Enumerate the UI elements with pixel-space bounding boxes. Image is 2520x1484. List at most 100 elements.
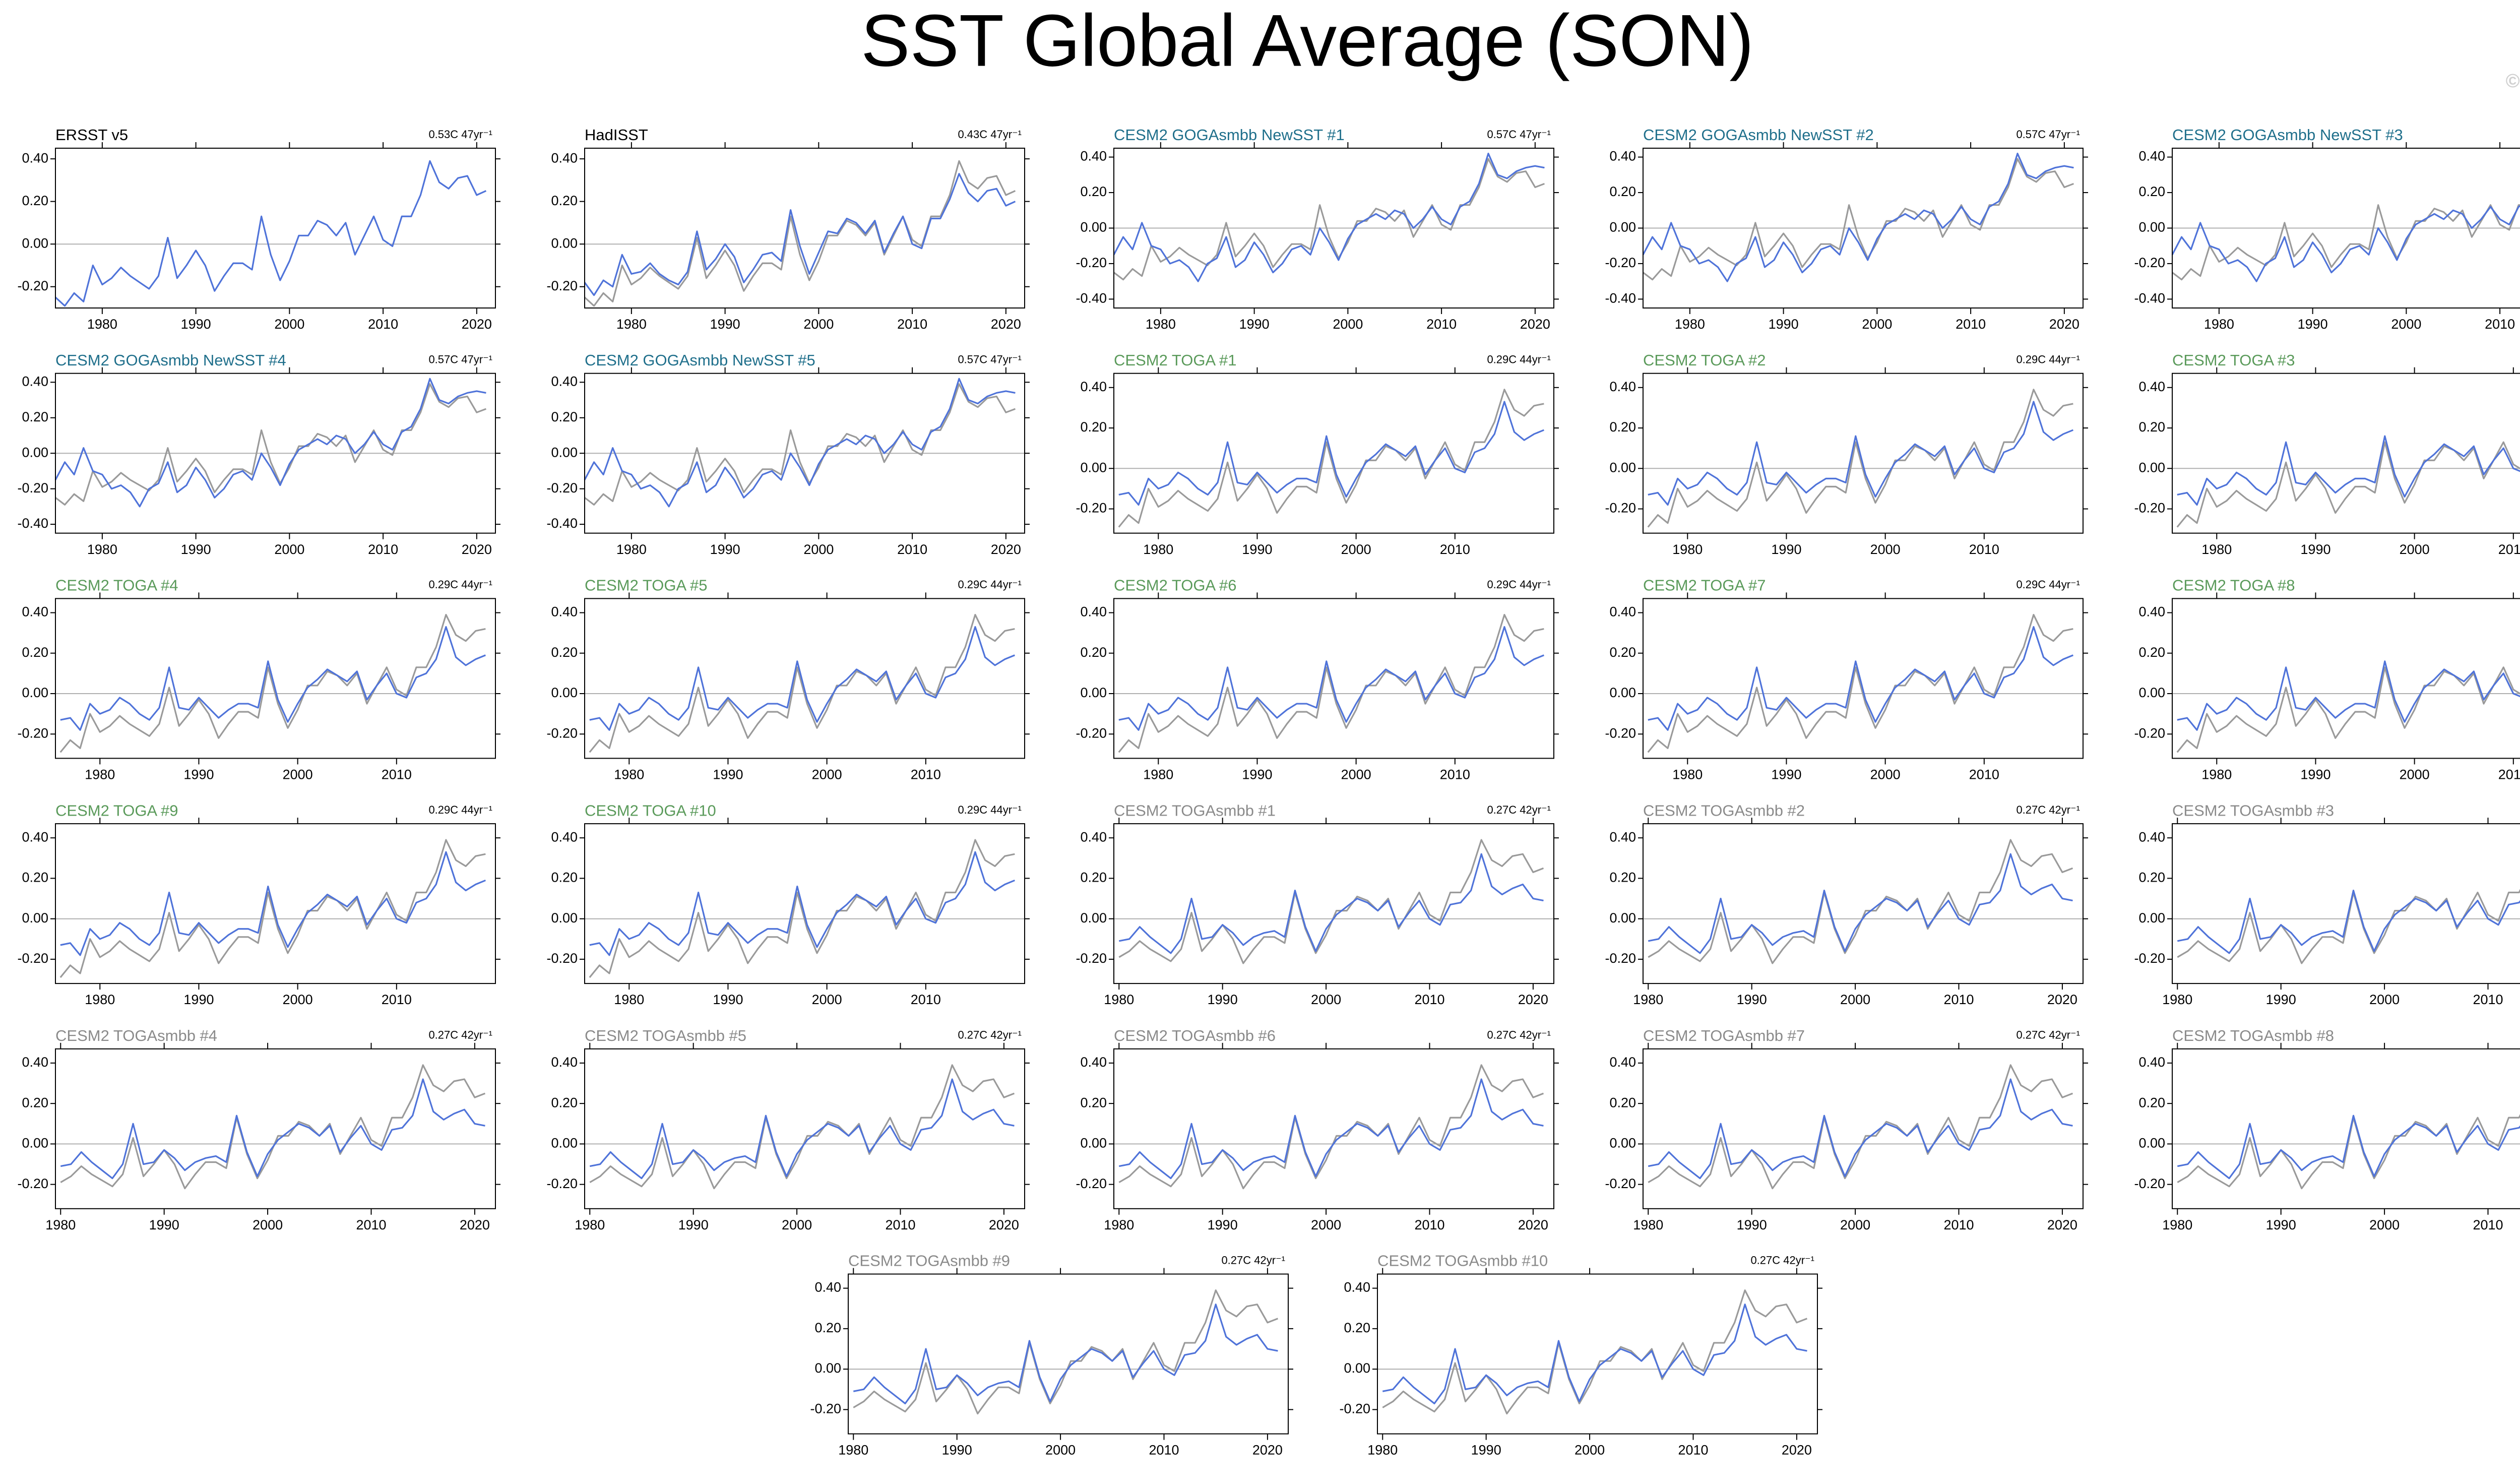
y-tick-label: -0.20 — [1076, 951, 1107, 966]
x-tick-label: 2000 — [283, 767, 313, 782]
x-tick-label: 2020 — [1782, 1443, 1812, 1458]
plot-frame — [584, 823, 1025, 984]
plot-frame — [55, 148, 496, 308]
series-line — [1643, 158, 2074, 281]
series-line — [584, 160, 1016, 307]
y-tick-label: 0.00 — [2138, 1136, 2165, 1151]
x-tick-label: 2000 — [1870, 542, 1901, 557]
series-line — [2177, 660, 2520, 731]
panel: CESM2 TOGA #30.29C 44yr⁻¹-0.200.000.200.… — [2134, 351, 2520, 557]
x-tick-label: 2010 — [2473, 992, 2503, 1007]
credit: © CVDP-LE — [2506, 71, 2520, 92]
panel: CESM2 TOGA #9 0.29C 44yr⁻¹ -0.20 0.00 0.20 0.… — [17, 801, 500, 1007]
x-tick-label: 1980 — [614, 767, 644, 782]
y-tick-label: 0.00 — [1080, 220, 1107, 235]
x-tick-label: 2010 — [2485, 317, 2515, 332]
y-tick-label: 0.00 — [2138, 220, 2165, 235]
trend-label: 0.57C 47yr⁻¹ — [2016, 128, 2080, 141]
x-tick-label: 2010 — [911, 992, 941, 1007]
y-tick-label: -0.20 — [1076, 725, 1107, 740]
y-tick-label: -0.20 — [1076, 1176, 1107, 1191]
y-tick-label: -0.20 — [546, 480, 578, 496]
y-tick-label: 0.40 — [1080, 604, 1107, 620]
x-tick-label: 1980 — [1143, 767, 1173, 782]
panel: CESM2 TOGAsmbb #4 0.27C 42yr⁻¹ -0.20 0.00 0.… — [17, 1027, 500, 1232]
y-tick-label: 0.20 — [22, 409, 48, 424]
panel-title: CESM2 TOGAsmbb #8 — [2172, 1027, 2334, 1044]
plot-frame — [1643, 1048, 2084, 1209]
y-tick-label: -0.20 — [2134, 951, 2165, 966]
trend-label: 0.29C 44yr⁻¹ — [1487, 353, 1551, 366]
panel-title: CESM2 GOGAsmbb NewSST #3 — [2172, 126, 2403, 144]
x-tick-label: 2020 — [2049, 317, 2080, 332]
y-tick-label: -0.20 — [17, 278, 48, 293]
plot-frame — [584, 373, 1025, 534]
y-tick-label: 0.20 — [551, 409, 578, 424]
x-tick-label: 1980 — [614, 992, 644, 1007]
x-tick-label: 1990 — [149, 1217, 179, 1232]
series-line — [60, 626, 486, 731]
y-tick-label: -0.20 — [1605, 951, 1636, 966]
plot-frame — [2172, 1048, 2520, 1209]
y-tick-label: -0.20 — [546, 278, 578, 293]
y-tick-label: -0.20 — [546, 725, 578, 740]
y-tick-label: 0.00 — [1080, 910, 1107, 925]
x-tick-label: 1990 — [1737, 992, 1767, 1007]
y-tick-label: 0.20 — [22, 193, 48, 208]
plot-frame — [1113, 823, 1554, 984]
x-tick-label: 2020 — [1252, 1443, 1283, 1458]
y-tick-label: 0.00 — [814, 1361, 841, 1376]
trend-label: 0.43C 47yr⁻¹ — [958, 128, 1022, 141]
x-tick-label: 2020 — [462, 542, 492, 557]
series-line — [59, 613, 486, 753]
plot-frame — [1377, 1273, 1818, 1435]
x-tick-label: 2000 — [1862, 317, 1892, 332]
y-tick-label: -0.20 — [2134, 255, 2165, 270]
series-line — [1648, 853, 2073, 954]
panel-title: CESM2 TOGA #7 — [1643, 577, 1766, 594]
x-tick-label: 2020 — [460, 1217, 490, 1232]
y-tick-label: 0.20 — [1080, 870, 1107, 885]
panel-title: CESM2 TOGA #6 — [1114, 577, 1237, 594]
x-tick-label: 1980 — [1146, 317, 1176, 332]
plot-frame — [584, 598, 1025, 759]
trend-label: 0.29C 44yr⁻¹ — [958, 803, 1022, 816]
y-tick-label: 0.40 — [22, 829, 48, 844]
panel-title: CESM2 TOGA #2 — [1643, 351, 1766, 369]
trend-label: 0.29C 44yr⁻¹ — [2016, 578, 2080, 591]
y-tick-label: 0.00 — [551, 235, 578, 251]
series-line — [54, 160, 487, 307]
panel: CESM2 GOGAsmbb NewSST #2 0.57C 47yr⁻¹ -0.4… — [1605, 126, 2088, 332]
y-tick-label: 0.40 — [551, 604, 578, 620]
trend-label: 0.27C 42yr⁻¹ — [1487, 1029, 1551, 1041]
x-tick-label: 2000 — [253, 1217, 283, 1232]
x-tick-label: 1990 — [1769, 317, 1799, 332]
x-tick-label: 1980 — [838, 1443, 868, 1458]
series-line — [54, 378, 486, 508]
series-line — [59, 839, 486, 978]
y-tick-label: 0.20 — [1609, 645, 1636, 660]
y-tick-label: -0.20 — [810, 1401, 841, 1416]
x-tick-label: 2010 — [1678, 1443, 1708, 1458]
x-tick-label: 2000 — [2391, 317, 2421, 332]
series-line — [2172, 204, 2520, 281]
y-tick-label: -0.20 — [1076, 255, 1107, 270]
panel: CESM2 TOGAsmbb #10 0.27C 42yr⁻¹ -0.20 0.00 0… — [1339, 1252, 1822, 1458]
series-line — [1118, 1078, 1544, 1180]
panel-title: CESM2 GOGAsmbb NewSST #2 — [1643, 126, 1874, 144]
x-tick-label: 1990 — [1771, 767, 1801, 782]
x-tick-label: 2000 — [2369, 992, 2400, 1007]
y-tick-label: 0.00 — [22, 910, 48, 925]
x-tick-label: 1990 — [710, 542, 740, 557]
panel-title: CESM2 TOGAsmbb #2 — [1643, 801, 1805, 819]
y-tick-label: 0.20 — [1609, 870, 1636, 885]
series-line — [1648, 401, 2073, 506]
trend-label: 0.29C 44yr⁻¹ — [1487, 578, 1551, 591]
series-line — [2177, 1115, 2520, 1180]
x-tick-label: 1980 — [85, 992, 115, 1007]
y-tick-label: 0.40 — [551, 1055, 578, 1070]
x-tick-label: 2000 — [812, 767, 842, 782]
x-tick-label: 2000 — [1333, 317, 1363, 332]
trend-label: 0.57C 47yr⁻¹ — [958, 353, 1022, 366]
x-tick-label: 1990 — [2300, 767, 2330, 782]
